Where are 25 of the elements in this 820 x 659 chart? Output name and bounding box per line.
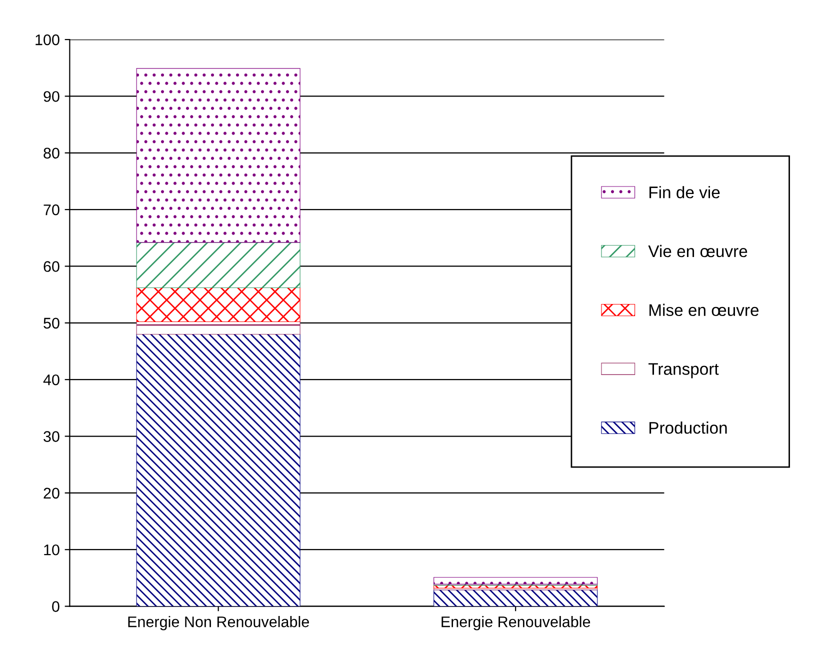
y-tick-label: 70 xyxy=(44,204,60,216)
legend-label: Mise en œuvre xyxy=(650,304,759,316)
legend-label: Vie en œuvre xyxy=(648,244,748,258)
y-tick-label: 80 xyxy=(44,148,60,159)
y-tick-label: 0 xyxy=(52,601,60,612)
bar xyxy=(136,321,300,335)
bar xyxy=(136,242,300,288)
bar xyxy=(434,590,598,606)
y-tick-label: 30 xyxy=(44,431,60,442)
y-tick-label: 20 xyxy=(44,488,60,499)
y-tick-label: 10 xyxy=(44,544,60,556)
x-tick-label: Energie Non Renouvelable xyxy=(128,616,309,630)
x-tick-label: Energie Renouvelable xyxy=(442,616,590,630)
bar xyxy=(136,287,300,322)
bar xyxy=(136,68,300,243)
legend-label: Fin de vie xyxy=(650,186,720,198)
y-tick-label: 40 xyxy=(43,374,60,386)
y-tick-label: 100 xyxy=(36,34,60,46)
legend-label: Transport xyxy=(648,363,719,378)
y-tick-label: 60 xyxy=(44,261,60,272)
y-tick-label: 90 xyxy=(44,91,60,102)
legend-label: Production xyxy=(650,422,727,434)
bar xyxy=(136,334,300,606)
bar xyxy=(434,577,598,584)
y-tick-label: 50 xyxy=(44,318,60,329)
